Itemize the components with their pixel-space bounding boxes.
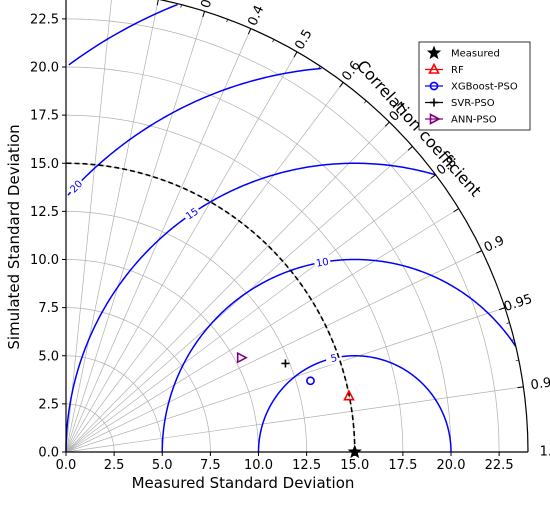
correlation-grid-ray	[65, 82, 344, 453]
std-grid-arc	[65, 355, 163, 453]
correlation-grid-ray	[65, 208, 459, 453]
legend-label-xgboost-pso: XGBoost-PSO	[451, 82, 518, 93]
reference-std-arc	[65, 162, 356, 453]
legend-marker-measured	[426, 45, 442, 60]
std-grid-arc	[65, 66, 452, 453]
std-grid-arc	[65, 114, 404, 453]
y-tick-label: 20.0	[30, 61, 59, 76]
y-tick-label: 17.5	[30, 109, 59, 124]
x-tick-label: 7.5	[200, 458, 221, 473]
rms-label-bg	[181, 204, 202, 224]
correlation-minor-tick	[318, 65, 321, 69]
correlation-tick-label: 1.0	[540, 445, 550, 460]
correlation-grid-ray	[65, 386, 524, 453]
x-tick-label: 22.5	[485, 458, 514, 473]
std-grid-arc	[65, 211, 307, 453]
legend-label-ann-pso: ANN-PSO	[451, 115, 497, 126]
legend-marker-rf	[428, 62, 440, 74]
rms-contour-25	[68, 3, 178, 66]
std-grid-arc	[65, 307, 211, 453]
correlation-tick-label: 0.4	[245, 3, 267, 28]
y-tick-label: 5.0	[38, 349, 59, 364]
y-tick-label: 7.5	[38, 301, 59, 316]
y-tick-label: 15.0	[30, 157, 59, 172]
legend-marker-xgboost-pso	[429, 81, 439, 91]
y-tick-label: 10.0	[30, 253, 59, 268]
x-tick-label: 17.5	[388, 458, 417, 473]
y-tick-label: 12.5	[30, 205, 59, 220]
y-axis-label: Simulated Standard Deviation	[5, 124, 23, 349]
correlation-grid-ray	[65, 0, 112, 453]
correlation-grid-ray	[65, 51, 298, 453]
correlation-tick-label: 0.5	[292, 27, 315, 52]
std-grid-arc	[65, 18, 500, 453]
correlation-grid-ray	[65, 121, 390, 453]
correlation-grid-ray	[65, 307, 506, 453]
rms-contour-5	[257, 355, 452, 452]
point-rf	[343, 389, 355, 401]
x-tick-label: 0.0	[56, 458, 77, 473]
legend-label-rf: RF	[451, 65, 464, 76]
x-tick-label: 5.0	[152, 458, 173, 473]
x-tick-label: 12.5	[292, 458, 321, 473]
correlation-grid-ray	[65, 174, 436, 453]
x-tick-label: 2.5	[104, 458, 125, 473]
correlation-tick-label: 0.99	[530, 374, 550, 393]
y-tick-label: 2.5	[38, 397, 59, 412]
point-ann-pso	[236, 351, 248, 364]
rms-label-10: 10	[315, 257, 329, 270]
outer-correlation-arc	[158, 0, 529, 453]
legend-marker-svr-pso	[430, 98, 438, 107]
correlation-tick-label: 0.3	[199, 0, 220, 10]
data-points	[236, 351, 362, 459]
x-tick-label: 15.0	[340, 458, 369, 473]
rms-label-bg	[66, 176, 86, 197]
legend-label-measured: Measured	[451, 49, 500, 60]
legend-marker-ann-pso	[429, 113, 441, 125]
correlation-grid-ray	[65, 146, 413, 453]
correlation-minor-tick	[157, 0, 159, 3]
point-svr-pso	[281, 359, 290, 368]
point-xgboost-pso	[306, 376, 315, 386]
correlation-grid-ray	[65, 11, 205, 453]
reference-arc	[65, 162, 356, 453]
legend-label-svr-pso: SVR-PSO	[451, 98, 495, 109]
rms-contour-10	[161, 258, 517, 453]
rms-label-bg	[313, 254, 332, 270]
correlation-tick-mark	[517, 386, 524, 389]
rms-contours: 510152025	[65, 3, 517, 453]
rms-contour-15	[65, 162, 436, 453]
x-tick-label: 20.0	[437, 458, 466, 473]
correlation-grid-ray	[65, 0, 159, 453]
point-measured	[347, 444, 362, 459]
correlation-tick-label: 0.9	[482, 233, 507, 256]
legend: Measured RF XGBoost-PSO SVR-PSO ANN-PSO	[418, 41, 531, 131]
axes-frame	[62, 0, 529, 456]
y-tick-label: 0.0	[38, 446, 59, 461]
y-tick-label: 22.5	[30, 12, 59, 27]
std-tick-labels: 0.00.0 2.5 2.5 5.0 5.0 7.5 7.5 10.0 10.0 12.5 12.5…	[30, 12, 514, 473]
x-tick-label: 10.0	[244, 458, 273, 473]
rms-label-5: 5	[330, 353, 339, 365]
correlation-grid-ray	[65, 250, 482, 453]
rms-contour-20	[67, 67, 322, 196]
std-grid-arc	[65, 162, 356, 453]
std-grid-arc	[65, 259, 259, 453]
x-axis-label: Measured Standard Deviation	[132, 474, 355, 492]
correlation-tick-label: 0.95	[502, 292, 534, 315]
std-grid-arc	[65, 403, 115, 453]
